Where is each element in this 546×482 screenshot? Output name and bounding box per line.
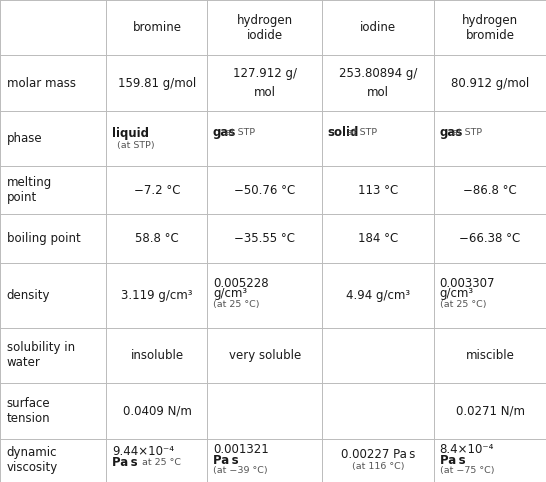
Text: 80.912 g/mol: 80.912 g/mol xyxy=(451,77,529,90)
Text: 8.4×10⁻⁴: 8.4×10⁻⁴ xyxy=(440,443,494,456)
Text: −86.8 °C: −86.8 °C xyxy=(463,184,517,197)
Text: g/cm³: g/cm³ xyxy=(213,287,247,300)
Text: 159.81 g/mol: 159.81 g/mol xyxy=(118,77,196,90)
Text: mol: mol xyxy=(367,86,389,99)
Text: iodine: iodine xyxy=(360,21,396,34)
Text: 127.912 g/: 127.912 g/ xyxy=(233,67,297,80)
Text: Pa s: Pa s xyxy=(440,454,465,467)
Text: (at −75 °C): (at −75 °C) xyxy=(440,467,494,475)
Text: melting
point: melting point xyxy=(7,176,52,204)
Text: −7.2 °C: −7.2 °C xyxy=(134,184,180,197)
Text: hydrogen
bromide: hydrogen bromide xyxy=(462,13,518,42)
Text: (at STP): (at STP) xyxy=(117,141,155,150)
Text: −50.76 °C: −50.76 °C xyxy=(234,184,295,197)
Text: liquid: liquid xyxy=(112,127,149,140)
Text: gas: gas xyxy=(440,126,463,139)
Text: 0.00227 Pa s: 0.00227 Pa s xyxy=(341,448,416,461)
Text: 3.119 g/cm³: 3.119 g/cm³ xyxy=(121,289,193,302)
Text: miscible: miscible xyxy=(466,349,514,362)
Text: 253.80894 g/: 253.80894 g/ xyxy=(339,67,417,80)
Text: 184 °C: 184 °C xyxy=(358,232,398,245)
Text: 0.0271 N/m: 0.0271 N/m xyxy=(455,404,525,417)
Text: g/cm³: g/cm³ xyxy=(440,287,473,300)
Text: 9.44×10⁻⁴: 9.44×10⁻⁴ xyxy=(112,445,174,458)
Text: (at −39 °C): (at −39 °C) xyxy=(213,467,268,475)
Text: dynamic
viscosity: dynamic viscosity xyxy=(7,446,58,474)
Text: Pa s: Pa s xyxy=(213,454,239,467)
Text: bromine: bromine xyxy=(133,21,181,34)
Text: phase: phase xyxy=(7,132,42,145)
Text: 0.003307: 0.003307 xyxy=(440,277,495,290)
Text: at STP: at STP xyxy=(452,128,482,137)
Text: insoluble: insoluble xyxy=(130,349,183,362)
Text: (at 25 °C): (at 25 °C) xyxy=(213,300,259,309)
Text: mol: mol xyxy=(254,86,276,99)
Text: 4.94 g/cm³: 4.94 g/cm³ xyxy=(346,289,410,302)
Text: 58.8 °C: 58.8 °C xyxy=(135,232,179,245)
Text: −35.55 °C: −35.55 °C xyxy=(234,232,295,245)
Text: −66.38 °C: −66.38 °C xyxy=(459,232,521,245)
Text: 0.005228: 0.005228 xyxy=(213,277,269,290)
Text: boiling point: boiling point xyxy=(7,232,80,245)
Text: at 25 °C: at 25 °C xyxy=(142,458,181,467)
Text: (at 116 °C): (at 116 °C) xyxy=(352,462,405,470)
Text: at STP: at STP xyxy=(347,128,377,137)
Text: solubility in
water: solubility in water xyxy=(7,341,75,370)
Text: molar mass: molar mass xyxy=(7,77,75,90)
Text: density: density xyxy=(7,289,50,302)
Text: very soluble: very soluble xyxy=(229,349,301,362)
Text: 0.0409 N/m: 0.0409 N/m xyxy=(122,404,192,417)
Text: gas: gas xyxy=(213,126,236,139)
Text: 113 °C: 113 °C xyxy=(358,184,398,197)
Text: (at 25 °C): (at 25 °C) xyxy=(440,300,486,309)
Text: Pa s: Pa s xyxy=(112,456,138,469)
Text: 0.001321: 0.001321 xyxy=(213,443,269,456)
Text: hydrogen
iodide: hydrogen iodide xyxy=(237,13,293,42)
Text: surface
tension: surface tension xyxy=(7,397,50,425)
Text: solid: solid xyxy=(328,126,359,139)
Text: at STP: at STP xyxy=(225,128,256,137)
